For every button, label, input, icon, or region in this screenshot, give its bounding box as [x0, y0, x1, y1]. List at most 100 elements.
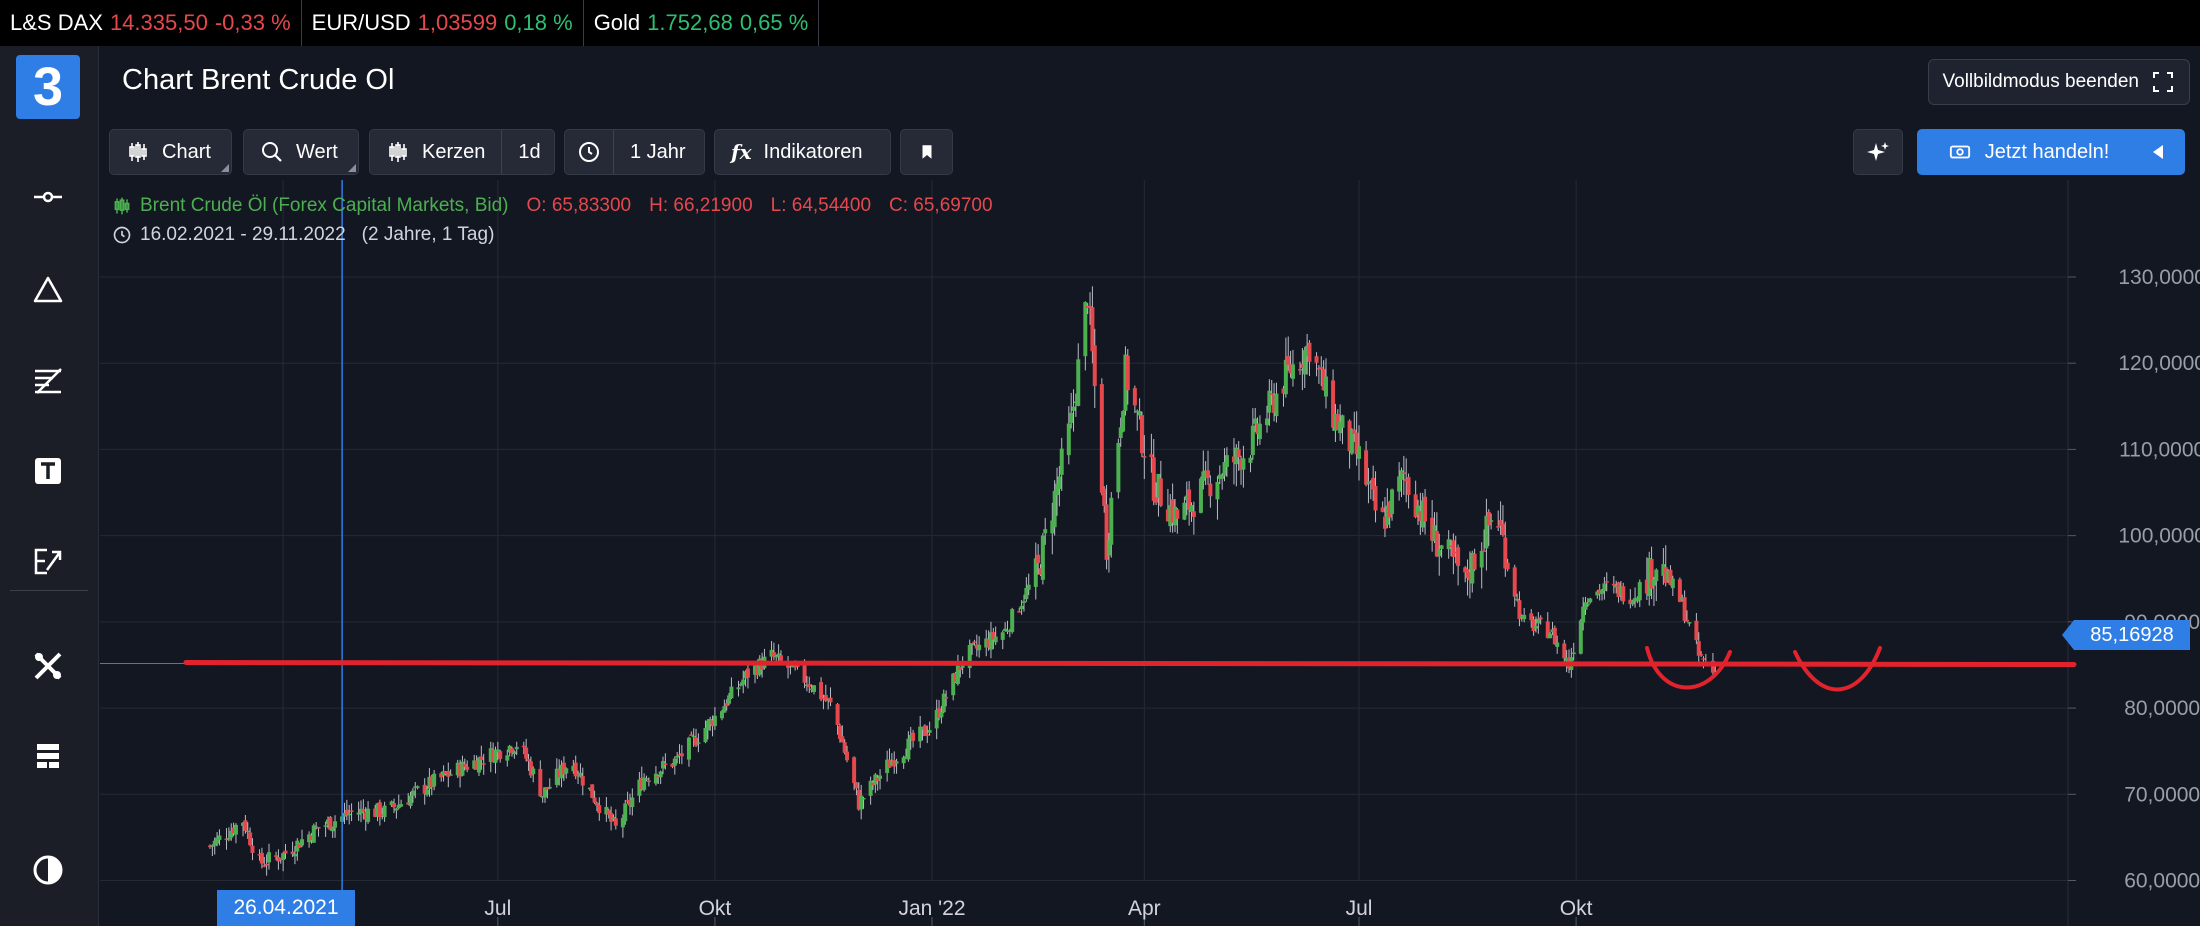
- candle-body[interactable]: [677, 754, 682, 756]
- candle-body[interactable]: [724, 703, 729, 707]
- candle-body[interactable]: [1099, 384, 1104, 493]
- candle-body[interactable]: [1364, 450, 1369, 485]
- candle-body[interactable]: [1040, 535, 1045, 580]
- candle-body[interactable]: [1239, 459, 1244, 470]
- candle-body[interactable]: [1208, 483, 1213, 497]
- candle-body[interactable]: [1175, 509, 1180, 519]
- candle-body[interactable]: [1090, 307, 1095, 352]
- candle-body[interactable]: [859, 795, 864, 810]
- candle-body[interactable]: [1503, 537, 1508, 569]
- candle-body[interactable]: [1269, 393, 1274, 395]
- bookmark-button[interactable]: [900, 129, 953, 175]
- candle-body[interactable]: [663, 763, 668, 765]
- candle-body[interactable]: [1267, 390, 1272, 413]
- candle-body[interactable]: [472, 760, 477, 769]
- candle-body[interactable]: [1647, 558, 1652, 596]
- candle-body[interactable]: [1635, 597, 1640, 602]
- candle-body[interactable]: [774, 655, 779, 658]
- candle-body[interactable]: [1571, 652, 1576, 655]
- candle-body[interactable]: [1710, 660, 1715, 673]
- candle-body[interactable]: [609, 813, 614, 822]
- candle-body[interactable]: [1420, 500, 1425, 528]
- candle-body[interactable]: [1165, 509, 1170, 522]
- candle-body[interactable]: [1371, 477, 1376, 490]
- candle-body[interactable]: [1366, 481, 1371, 484]
- candle-body[interactable]: [1021, 601, 1026, 603]
- candle-body[interactable]: [675, 755, 680, 758]
- candle-body[interactable]: [1241, 458, 1246, 470]
- candle-body[interactable]: [1189, 504, 1194, 513]
- candle-body[interactable]: [868, 780, 873, 796]
- candle-body[interactable]: [257, 854, 262, 856]
- candle-body[interactable]: [408, 795, 413, 807]
- candle-body[interactable]: [1137, 411, 1142, 416]
- candle-body[interactable]: [1413, 494, 1418, 518]
- candle-body[interactable]: [359, 808, 363, 814]
- candle-body[interactable]: [1633, 598, 1638, 601]
- candle-body[interactable]: [705, 720, 710, 731]
- ticker-item[interactable]: Gold 1.752,68 0,65 %: [584, 0, 820, 46]
- candle-body[interactable]: [1368, 482, 1373, 485]
- candle-body[interactable]: [993, 636, 998, 643]
- candle-body[interactable]: [276, 856, 281, 862]
- candle-body[interactable]: [875, 777, 880, 782]
- candle-body[interactable]: [1092, 345, 1097, 387]
- candle-body[interactable]: [410, 790, 415, 796]
- candle-body[interactable]: [514, 746, 519, 750]
- candle-body[interactable]: [1224, 455, 1229, 467]
- candle-body[interactable]: [1651, 579, 1656, 586]
- candle-body[interactable]: [727, 695, 732, 704]
- candle-body[interactable]: [627, 799, 632, 806]
- candle-body[interactable]: [1404, 478, 1409, 482]
- price-chart[interactable]: 60,0000070,0000080,0000090,00000100,0000…: [100, 180, 2200, 926]
- candle-body[interactable]: [1323, 376, 1328, 397]
- candle-body[interactable]: [1156, 473, 1161, 498]
- candle-body[interactable]: [217, 835, 222, 840]
- candle-body[interactable]: [1423, 496, 1428, 522]
- candle-body[interactable]: [988, 632, 993, 650]
- candle-body[interactable]: [422, 784, 427, 794]
- candle-body[interactable]: [722, 706, 727, 713]
- range-button[interactable]: 1 Jahr: [564, 129, 705, 175]
- candle-body[interactable]: [576, 773, 581, 776]
- candle-body[interactable]: [311, 825, 316, 843]
- candle-body[interactable]: [531, 768, 536, 775]
- candle-body[interactable]: [1170, 499, 1175, 523]
- candle-body[interactable]: [795, 665, 800, 668]
- candle-body[interactable]: [1335, 414, 1340, 430]
- candle-body[interactable]: [821, 697, 826, 700]
- candle-body[interactable]: [1628, 599, 1633, 604]
- candle-body[interactable]: [1517, 600, 1522, 620]
- candle-body[interactable]: [1694, 620, 1699, 641]
- candle-body[interactable]: [1300, 363, 1305, 369]
- candle-body[interactable]: [837, 725, 842, 739]
- candle-body[interactable]: [939, 711, 944, 718]
- candle-body[interactable]: [1236, 449, 1241, 458]
- candle-body[interactable]: [1701, 658, 1706, 660]
- candle-body[interactable]: [1614, 585, 1619, 588]
- ticker-item[interactable]: L&S DAX 14.335,50 -0,33 %: [0, 0, 302, 46]
- candle-body[interactable]: [1132, 388, 1137, 406]
- candle-body[interactable]: [925, 734, 930, 736]
- candle-body[interactable]: [229, 830, 234, 838]
- candle-body[interactable]: [828, 697, 833, 703]
- candle-body[interactable]: [1449, 545, 1454, 548]
- candle-body[interactable]: [1397, 476, 1402, 492]
- candle-body[interactable]: [1531, 619, 1536, 632]
- candle-body[interactable]: [606, 810, 611, 815]
- candle-body[interactable]: [672, 758, 677, 766]
- candle-body[interactable]: [745, 668, 750, 678]
- candle-body[interactable]: [538, 768, 543, 797]
- candle-body[interactable]: [1005, 630, 1010, 632]
- candle-body[interactable]: [488, 748, 493, 762]
- candle-body[interactable]: [460, 761, 465, 776]
- candle-body[interactable]: [646, 780, 651, 783]
- double-bottom-annotation[interactable]: [1645, 646, 1732, 690]
- candle-body[interactable]: [1154, 497, 1159, 503]
- candle-body[interactable]: [1026, 584, 1031, 590]
- candle-body[interactable]: [1085, 305, 1090, 309]
- candle-body[interactable]: [696, 742, 701, 744]
- candle-body[interactable]: [564, 768, 569, 774]
- candle-body[interactable]: [587, 787, 592, 790]
- candle-body[interactable]: [937, 708, 942, 718]
